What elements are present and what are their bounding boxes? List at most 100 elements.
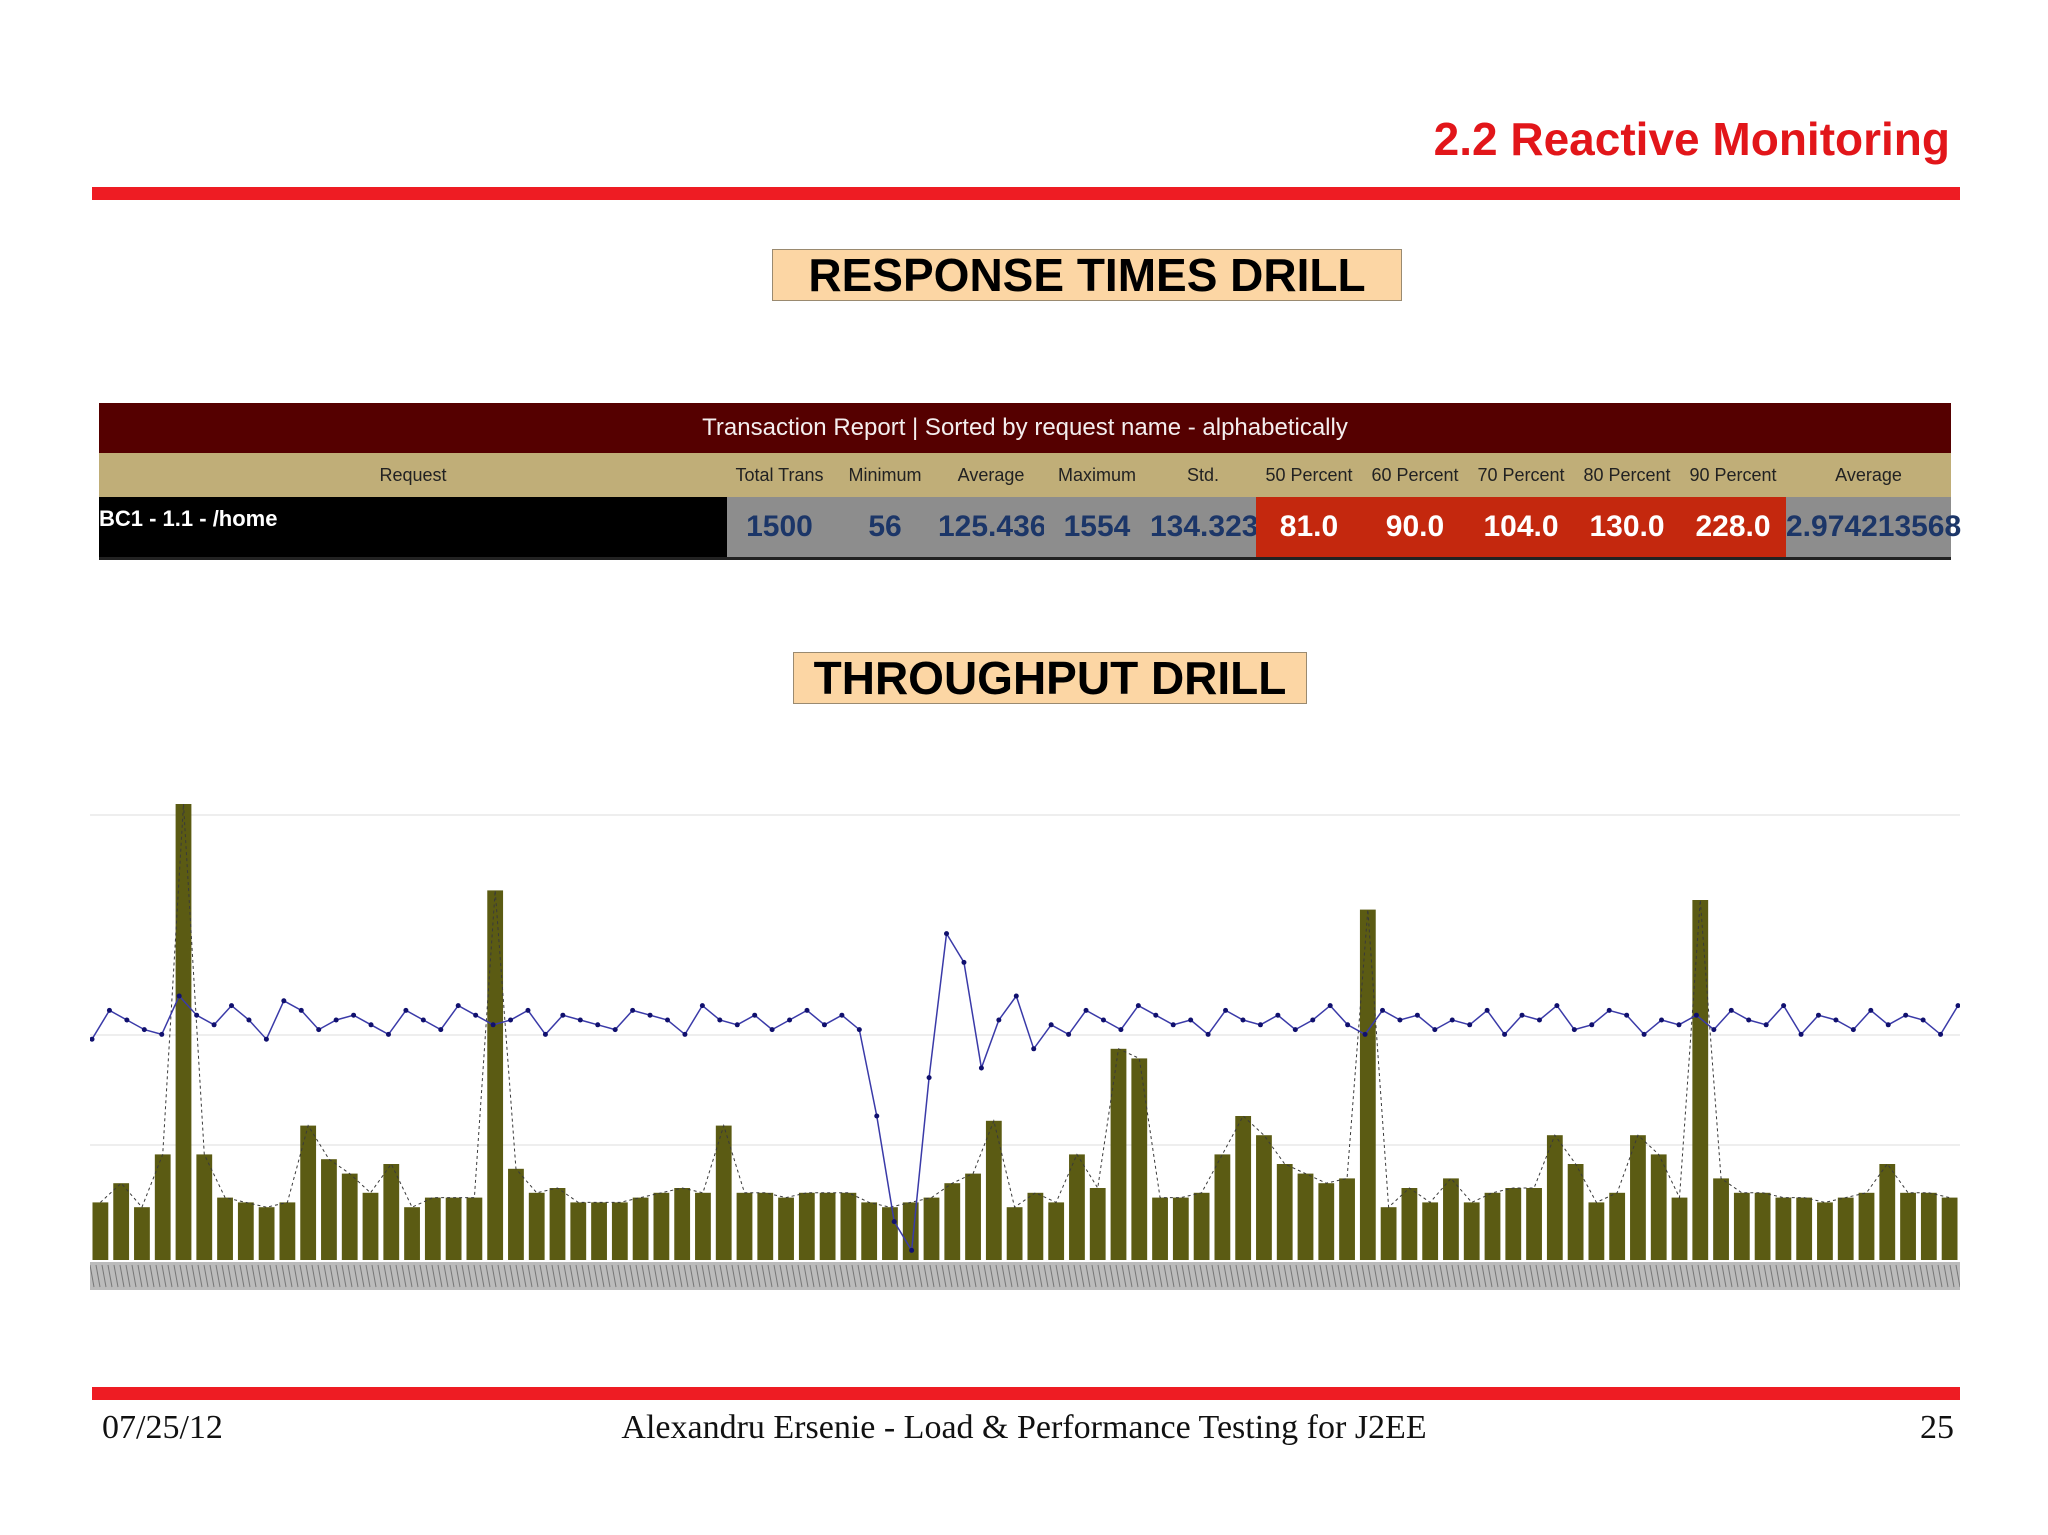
x-axis-tick bbox=[1679, 1264, 1685, 1288]
response-time-point bbox=[1345, 1022, 1351, 1028]
x-axis-tick bbox=[1145, 1264, 1151, 1288]
x-axis-tick bbox=[803, 1264, 809, 1288]
throughput-bar bbox=[632, 1197, 649, 1260]
response-time-point bbox=[996, 1017, 1002, 1023]
response-time-point bbox=[1676, 1022, 1682, 1028]
throughput-bar bbox=[861, 1202, 878, 1260]
x-axis-tick bbox=[1007, 1264, 1013, 1288]
x-axis-tick bbox=[1859, 1264, 1865, 1288]
x-axis-tick bbox=[773, 1264, 779, 1288]
x-axis-tick bbox=[845, 1264, 851, 1288]
throughput-bar bbox=[1920, 1192, 1937, 1260]
x-axis-tick bbox=[1517, 1264, 1523, 1288]
x-axis-tick bbox=[1715, 1264, 1721, 1288]
x-axis-tick bbox=[1691, 1264, 1697, 1288]
throughput-bar bbox=[985, 1120, 1002, 1260]
x-axis-tick bbox=[1835, 1264, 1841, 1288]
response-time-point bbox=[403, 1007, 409, 1013]
x-axis-tick bbox=[1871, 1264, 1877, 1288]
response-time-point bbox=[1746, 1017, 1752, 1023]
x-axis-tick bbox=[527, 1264, 533, 1288]
x-axis-tick bbox=[1883, 1264, 1889, 1288]
x-axis-tick bbox=[557, 1264, 563, 1288]
header-50-percent: 50 Percent bbox=[1265, 465, 1353, 485]
throughput-bar bbox=[1713, 1178, 1729, 1260]
x-axis-tick bbox=[257, 1264, 263, 1288]
response-time-point bbox=[891, 1219, 897, 1225]
x-axis-tick bbox=[485, 1264, 491, 1288]
x-axis-tick bbox=[1127, 1264, 1133, 1288]
x-axis-tick bbox=[1433, 1264, 1439, 1288]
response-time-point bbox=[1536, 1017, 1542, 1023]
throughput-bar bbox=[1152, 1197, 1168, 1260]
response-time-point bbox=[630, 1007, 636, 1013]
x-axis-tick bbox=[869, 1264, 875, 1288]
throughput-bar bbox=[1443, 1178, 1459, 1260]
x-axis-tick bbox=[1547, 1264, 1553, 1288]
x-axis-tick bbox=[791, 1264, 797, 1288]
x-axis-tick bbox=[1655, 1264, 1661, 1288]
throughput-bar bbox=[175, 804, 192, 1260]
x-axis-tick bbox=[953, 1264, 959, 1288]
throughput-bar bbox=[92, 1202, 109, 1260]
slide-title: 2.2 Reactive Monitoring bbox=[1433, 113, 1950, 165]
response-time-point bbox=[1571, 1027, 1577, 1033]
throughput-bar bbox=[1879, 1164, 1896, 1260]
throughput-bar bbox=[1526, 1188, 1542, 1260]
x-axis-tick bbox=[1607, 1264, 1613, 1288]
response-time-point bbox=[769, 1027, 775, 1033]
response-time-point bbox=[682, 1031, 688, 1037]
response-time-point bbox=[1920, 1017, 1926, 1023]
response-time-point bbox=[281, 998, 287, 1004]
throughput-bar bbox=[715, 1125, 732, 1260]
x-axis-tick bbox=[1445, 1264, 1451, 1288]
x-axis-tick bbox=[1415, 1264, 1421, 1288]
x-axis-tick bbox=[1349, 1264, 1355, 1288]
response-time-point bbox=[804, 1007, 810, 1013]
response-time-point bbox=[839, 1012, 845, 1018]
response-time-point bbox=[1467, 1022, 1473, 1028]
x-axis-tick bbox=[1373, 1264, 1379, 1288]
response-time-point bbox=[1362, 1031, 1368, 1037]
response-time-point bbox=[1048, 1022, 1054, 1028]
x-axis-tick bbox=[1721, 1264, 1727, 1288]
x-axis-tick bbox=[149, 1264, 155, 1288]
x-axis-tick bbox=[245, 1264, 251, 1288]
throughput-bar bbox=[113, 1183, 130, 1260]
x-axis-tick bbox=[563, 1264, 569, 1288]
x-axis-tick bbox=[1541, 1264, 1547, 1288]
throughput-bar bbox=[134, 1207, 150, 1260]
x-axis-tick bbox=[707, 1264, 713, 1288]
response-time-point bbox=[595, 1022, 601, 1028]
x-axis-tick bbox=[473, 1264, 479, 1288]
header-average-transactions: Average Transactions bbox=[1817, 465, 1919, 529]
throughput-bar bbox=[591, 1202, 607, 1260]
x-axis-tick bbox=[113, 1264, 119, 1288]
x-axis-tick bbox=[1847, 1264, 1853, 1288]
x-axis-tick bbox=[995, 1264, 1001, 1288]
response-times-drill-label: RESPONSE TIMES DRILL bbox=[772, 249, 1402, 301]
response-time-point bbox=[1589, 1022, 1595, 1028]
x-axis-tick bbox=[533, 1264, 539, 1288]
x-axis-tick bbox=[1289, 1264, 1295, 1288]
x-axis-tick bbox=[1565, 1264, 1571, 1288]
x-axis-tick bbox=[227, 1264, 233, 1288]
x-axis-tick bbox=[977, 1264, 983, 1288]
x-axis-tick bbox=[947, 1264, 953, 1288]
x-axis-tick bbox=[1253, 1264, 1259, 1288]
x-axis-tick bbox=[407, 1264, 413, 1288]
x-axis-tick bbox=[1955, 1264, 1960, 1288]
transaction-report-table: Transaction Report | Sorted by request n… bbox=[99, 403, 1961, 563]
throughput-bar bbox=[549, 1188, 566, 1260]
x-axis-tick bbox=[191, 1264, 197, 1288]
response-time-point bbox=[1100, 1017, 1106, 1023]
x-axis-tick bbox=[623, 1264, 629, 1288]
header-80-percent: 80 Percent bbox=[1583, 465, 1671, 485]
x-axis-tick bbox=[1313, 1264, 1319, 1288]
throughput-bar bbox=[196, 1154, 213, 1260]
x-axis-tick bbox=[1283, 1264, 1289, 1288]
p90-value: 228.0 bbox=[1680, 497, 1786, 557]
response-time-point bbox=[1275, 1012, 1281, 1018]
response-time-point bbox=[211, 1022, 217, 1028]
x-axis-tick bbox=[887, 1264, 893, 1288]
